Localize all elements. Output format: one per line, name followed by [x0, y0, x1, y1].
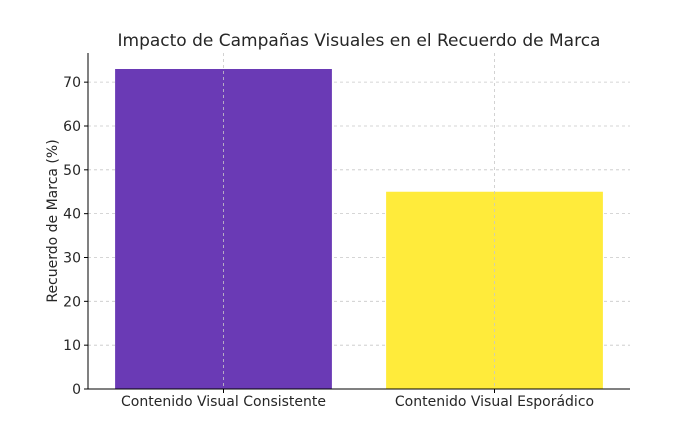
x-tick-label: Contenido Visual Consistente: [121, 394, 326, 410]
y-tick-label: 20: [63, 294, 81, 310]
y-tick-label: 10: [63, 338, 81, 354]
y-ticks: 0 10 20 30 40 50 60 70: [63, 75, 88, 398]
y-axis-label: Recuerdo de Marca (%): [45, 139, 61, 302]
chart-title: Impacto de Campañas Visuales en el Recue…: [118, 31, 601, 51]
x-tick-label: Contenido Visual Esporádico: [395, 394, 594, 410]
bar: [386, 191, 603, 389]
axes: [87, 53, 630, 390]
y-tick-label: 50: [63, 163, 81, 179]
y-tick-label: 30: [63, 250, 81, 266]
y-tick-label: 70: [63, 75, 81, 91]
y-tick-label: 60: [63, 119, 81, 135]
bars: [115, 69, 603, 389]
x-ticks: Contenido Visual Consistente Contenido Vi…: [121, 389, 594, 410]
vertical-grid: [223, 53, 495, 389]
y-tick-label: 40: [63, 207, 81, 223]
y-tick-label: 0: [72, 382, 81, 398]
